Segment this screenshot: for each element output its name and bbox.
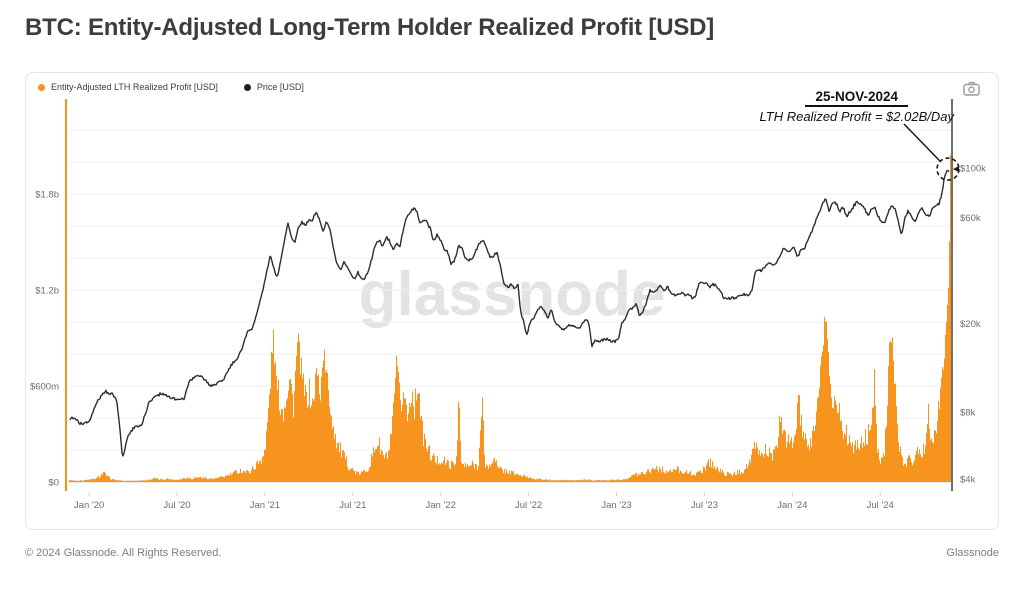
legend-label-price: Price [USD] <box>256 82 304 92</box>
chart-plot-area[interactable]: $0 $600m $1.2b $1.8b $4k $8k $20k $60k $100k Jan … <box>26 73 998 529</box>
x-axis-tick-label: Jul '23 <box>691 500 718 511</box>
page-title: BTC: Entity-Adjusted Long-Term Holder Re… <box>25 14 715 41</box>
legend-dot-price-icon <box>243 83 251 91</box>
right-axis-tick-label: $8k <box>960 408 976 419</box>
x-axis-tick-label: Jul '24 <box>867 500 894 511</box>
annotation-date: 25-NOV-2024 <box>805 89 909 107</box>
x-axis-tick-label: Jan '22 <box>426 500 456 511</box>
export-screenshot-button[interactable] <box>962 81 982 99</box>
left-axis-tick-label: $1.8b <box>35 190 59 201</box>
price-line-series <box>69 169 950 457</box>
legend-item-price[interactable]: Price [USD] <box>243 82 304 92</box>
annotation-pointer-line <box>903 123 941 162</box>
left-axis-tick-label: $600m <box>30 382 59 393</box>
right-axis-tick-label: $60k <box>960 213 981 224</box>
chart-card: Entity-Adjusted LTH Realized Profit [USD… <box>25 72 999 530</box>
left-axis-tick-label: $1.2b <box>35 286 59 297</box>
glassnode-watermark: glassnode <box>358 260 666 329</box>
x-axis-tick-label: Jul '21 <box>339 500 366 511</box>
x-axis-tick-label: Jul '22 <box>515 500 542 511</box>
x-axis-tick-label: Jan '20 <box>74 500 104 511</box>
x-axis-tick-label: Jan '23 <box>601 500 631 511</box>
camera-icon <box>963 81 980 96</box>
right-axis-tick-label: $20k <box>960 319 981 330</box>
highlight-annotation: 25-NOV-2024 LTH Realized Profit = $2.02B… <box>760 88 955 124</box>
highlight-dashed-circle <box>936 157 960 181</box>
x-axis-tick-label: Jan '24 <box>777 500 807 511</box>
x-axis-tick-label: Jul '20 <box>163 500 190 511</box>
legend-label-profit: Entity-Adjusted LTH Realized Profit [USD… <box>51 82 218 92</box>
annotation-note: LTH Realized Profit = $2.02B/Day <box>759 109 955 124</box>
x-axis-tick-label: Jan '21 <box>250 500 280 511</box>
profit-bars-series <box>69 155 951 482</box>
chart-legend: Entity-Adjusted LTH Realized Profit [USD… <box>38 82 304 92</box>
legend-dot-profit-icon <box>38 83 45 91</box>
current-price-marker-icon <box>953 165 959 173</box>
right-axis-tick-label: $100k <box>960 164 986 175</box>
legend-item-lth-realized-profit[interactable]: Entity-Adjusted LTH Realized Profit [USD… <box>38 82 218 92</box>
left-axis-tick-label: $0 <box>48 478 59 489</box>
right-axis-tick-label: $4k <box>960 475 976 486</box>
brand-text: Glassnode <box>946 547 999 559</box>
copyright-text: © 2024 Glassnode. All Rights Reserved. <box>25 547 222 559</box>
